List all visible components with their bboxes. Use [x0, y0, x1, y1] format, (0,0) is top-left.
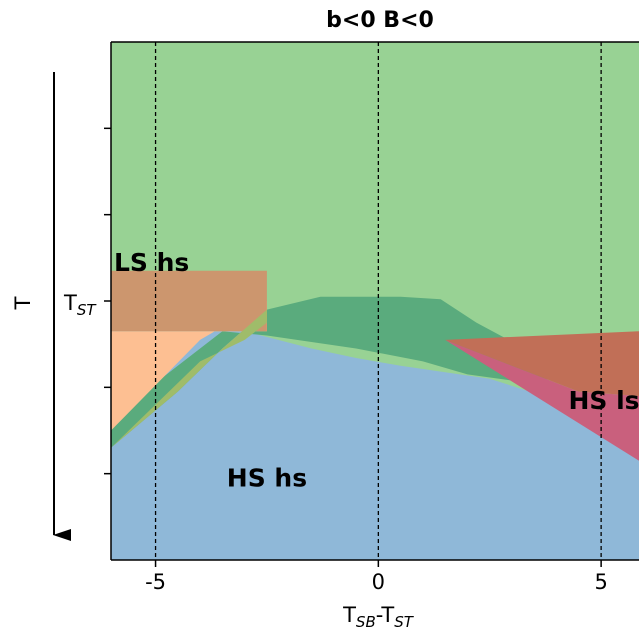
y-special-tick-label: TST [63, 291, 97, 319]
region-green-overlap [111, 309, 267, 448]
region-ls-hs [111, 301, 267, 431]
region-label-hs-hs: HS hs [227, 464, 307, 493]
region-hs-hs [111, 331, 639, 560]
region-label-hs-ls: HS ls [568, 386, 639, 415]
x-tick-label: 0 [372, 570, 385, 594]
region-label-ls-hs: LS hs [114, 248, 189, 277]
plot-area [111, 42, 639, 560]
x-tick-label: -5 [145, 570, 166, 594]
region-hs-ls [445, 339, 639, 461]
axes: -5 0 5 [104, 41, 639, 594]
y-axis-label: T [11, 296, 35, 310]
chart-title: b<0 B<0 [326, 8, 434, 33]
x-axis-label: TSB-TST [342, 603, 415, 631]
x-tick-label: 5 [594, 570, 607, 594]
region-hs-ls-band [445, 331, 639, 396]
region-ls-hs-band [111, 270, 267, 332]
